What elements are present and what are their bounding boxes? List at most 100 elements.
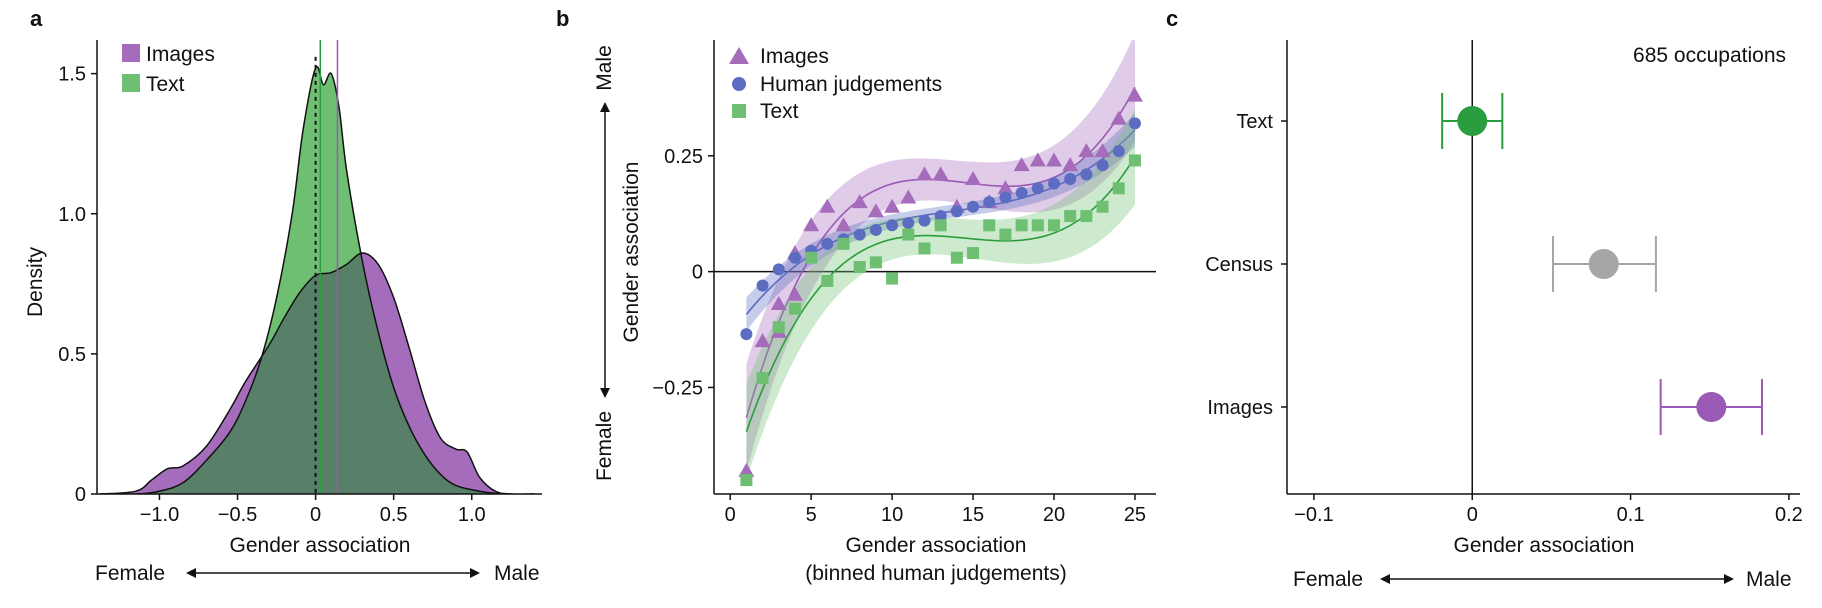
- images-point: [965, 170, 982, 185]
- category-label-text: Text: [1236, 111, 1273, 133]
- legend-label-text: Text: [146, 73, 185, 96]
- human-judgement-point: [869, 223, 882, 236]
- legend-marker-human-judgements: [732, 77, 746, 91]
- text-point: [821, 274, 834, 287]
- panel-a-density-chart: a −1.0 −0.5 0 0.5 1.0 0 0.5 1.0 1.5 Gender asso…: [24, 6, 542, 585]
- panel-a-direction-arrow: Female Male: [95, 562, 540, 585]
- legend-label-images: Images: [760, 45, 829, 68]
- panel-a-arrow-left-head: [186, 568, 196, 578]
- human-judgement-point: [772, 263, 785, 276]
- x-tick-label: 25: [1124, 504, 1146, 526]
- images-point: [1029, 152, 1046, 167]
- human-judgement-point: [1112, 145, 1125, 158]
- x-tick-label: 0.5: [380, 504, 408, 526]
- category-label-census: Census: [1205, 254, 1273, 276]
- category-label-images: Images: [1207, 397, 1273, 419]
- human-judgement-point: [902, 216, 915, 229]
- y-tick-label: 0: [692, 262, 703, 284]
- y-tick-label: 0.5: [58, 344, 86, 366]
- images-point: [786, 286, 803, 301]
- panel-c-plot-area: [1441, 40, 1763, 494]
- x-tick-label: 5: [806, 504, 817, 526]
- panel-a-plot-area: [100, 65, 535, 494]
- y-tick-label: −0.25: [652, 377, 703, 399]
- x-tick-label: 20: [1043, 504, 1065, 526]
- text-point: [740, 474, 753, 487]
- panel-b-plot-area: [714, 40, 1156, 487]
- legend-marker-text: [732, 104, 746, 118]
- panel-b-arrow-down-head: [600, 388, 610, 398]
- legend-marker-images: [729, 47, 749, 64]
- human-judgement-point: [1096, 159, 1109, 172]
- panel-b-scatter-chart: b 0 5 10 15 20 25 −0.25 0 0.25 Gender associati…: [556, 6, 1156, 585]
- y-tick-label: 1.5: [58, 64, 86, 86]
- fit-line-text: [745, 156, 1136, 433]
- text-point: [869, 256, 882, 269]
- images-point: [819, 198, 836, 213]
- density-line-images: [100, 252, 535, 494]
- human-judgement-point: [886, 219, 899, 232]
- x-tick-label: 10: [881, 504, 903, 526]
- text-point: [950, 251, 963, 264]
- y-tick-label: 1.0: [58, 204, 86, 226]
- images-point: [1078, 143, 1095, 158]
- images-point: [851, 194, 868, 209]
- text-point: [1015, 219, 1028, 232]
- text-point: [853, 261, 866, 273]
- estimate-point-census: [1588, 249, 1619, 279]
- images-point: [770, 296, 787, 311]
- human-judgement-point: [950, 205, 963, 218]
- y-tick-label: 0.25: [664, 146, 703, 168]
- x-tick-label: −1.0: [140, 504, 179, 526]
- panel-c-x-axis-label: Gender association: [1454, 534, 1635, 557]
- estimate-point-images: [1696, 392, 1727, 422]
- text-point: [1080, 210, 1093, 223]
- x-tick-label: 0.2: [1775, 504, 1803, 526]
- images-point: [900, 189, 917, 204]
- human-judgement-point: [918, 214, 931, 227]
- panel-a-female-label: Female: [95, 562, 165, 585]
- panel-c-annotation: 685 occupations: [1633, 44, 1786, 67]
- x-tick-label: 15: [962, 504, 984, 526]
- text-point: [886, 272, 899, 285]
- panel-b-legend: Images Human judgements Text: [729, 45, 942, 123]
- legend-label-human-judgements: Human judgements: [760, 73, 942, 96]
- images-point: [867, 203, 884, 218]
- panel-a-mean-lines: [314, 40, 339, 494]
- human-judgement-point: [1128, 117, 1141, 130]
- human-judgement-point: [788, 251, 801, 264]
- text-point: [983, 219, 996, 232]
- panel-b-male-label: Male: [593, 45, 616, 91]
- images-point: [1094, 143, 1111, 158]
- panel-c-male-label: Male: [1746, 568, 1792, 591]
- x-tick-label: −0.1: [1294, 504, 1333, 526]
- text-point: [1064, 210, 1077, 223]
- images-point: [1013, 157, 1030, 172]
- panel-a-y-ticks: 0 0.5 1.0 1.5: [58, 64, 97, 506]
- panel-b-direction-arrow: Male Female: [593, 45, 616, 481]
- human-judgement-point: [934, 210, 947, 223]
- images-point: [1062, 157, 1079, 172]
- panel-b-y-ticks: −0.25 0 0.25: [652, 146, 714, 399]
- images-point: [803, 217, 820, 232]
- text-point: [1048, 219, 1060, 232]
- images-point: [884, 198, 901, 213]
- legend-label-text: Text: [760, 100, 799, 123]
- confidence-band-images: [746, 40, 1135, 472]
- panel-a-x-ticks: −1.0 −0.5 0 0.5 1.0: [140, 494, 486, 526]
- images-point: [754, 333, 771, 348]
- x-tick-label: 0: [725, 504, 736, 526]
- panel-b-x-axis-label-line2: (binned human judgements): [805, 562, 1067, 585]
- panel-c-arrow-right-head: [1724, 574, 1734, 584]
- panel-a-legend: Images Text: [122, 43, 215, 96]
- human-judgement-point: [999, 191, 1012, 204]
- y-tick-label: 0: [75, 484, 86, 506]
- panel-b-arrow-up-head: [600, 102, 610, 112]
- text-point: [902, 228, 915, 241]
- images-point: [1126, 87, 1143, 102]
- images-point: [1046, 152, 1062, 167]
- x-tick-label: 0: [1467, 504, 1478, 526]
- panel-a-male-label: Male: [494, 562, 540, 585]
- panel-c-female-label: Female: [1293, 568, 1363, 591]
- human-judgement-point: [1048, 177, 1060, 190]
